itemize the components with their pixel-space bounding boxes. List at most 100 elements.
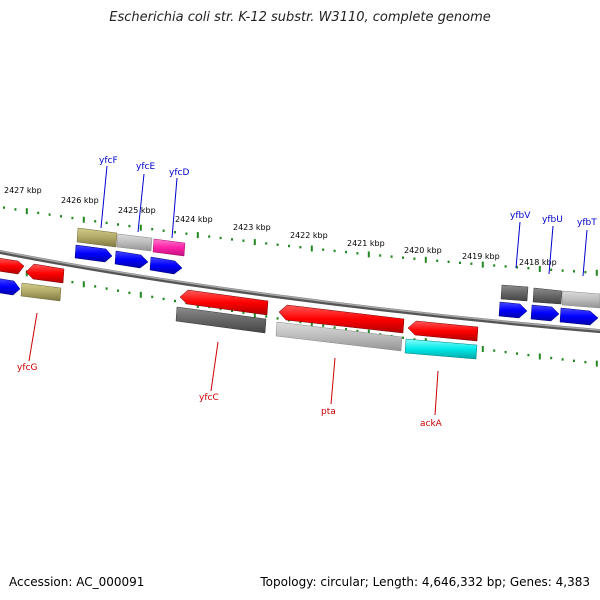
gene-feature-light-gray[interactable] (116, 233, 153, 252)
ruler-label: 2427 kbp (4, 186, 42, 195)
ruler-minor-tick (504, 350, 507, 354)
gene-label-ackA[interactable]: ackA (420, 419, 443, 429)
gene-label-yfcE[interactable]: yfcE (136, 162, 155, 172)
ruler-minor-tick (333, 249, 336, 253)
gene-feature-light-gray[interactable] (275, 321, 403, 352)
gene-feature-dark-gray[interactable] (532, 287, 563, 305)
gene-label-yfcG[interactable]: yfcG (17, 363, 37, 373)
ruler-major-tick (310, 245, 313, 252)
gene-label-yfbU[interactable]: yfbU (542, 215, 563, 225)
ruler-minor-tick (288, 244, 290, 248)
ruler-minor-tick (94, 285, 97, 288)
ruler-minor-tick (322, 324, 325, 327)
genome-summary-text: Topology: circular; Length: 4,646,332 bp… (260, 575, 590, 589)
ruler-minor-tick (276, 317, 279, 320)
ruler-minor-tick (48, 213, 51, 216)
ruler-major-tick (481, 261, 484, 268)
gene-arrow-reverse[interactable] (179, 289, 269, 316)
ruler-minor-tick (94, 220, 97, 223)
ruler-minor-tick (299, 246, 302, 249)
ruler-minor-tick (208, 235, 211, 238)
ruler-minor-tick (185, 232, 188, 235)
gene-arrow-forward[interactable] (149, 256, 183, 275)
gene-label-yfcC[interactable]: yfcC (199, 393, 219, 403)
gene-label-yfcF[interactable]: yfcF (99, 156, 118, 166)
gene-arrow-forward[interactable] (559, 307, 599, 326)
ruler-label: 2423 kbp (233, 223, 271, 232)
gene-feature-dark-gray[interactable] (500, 284, 529, 302)
gene-arrow-reverse[interactable] (278, 304, 405, 334)
ruler-minor-tick (345, 250, 347, 254)
ruler-major-tick (139, 224, 142, 231)
ruler-minor-tick (561, 269, 564, 272)
gene-arrow-forward[interactable] (0, 278, 21, 296)
ruler-minor-tick (71, 280, 74, 284)
accession-text: Accession: AC_000091 (9, 575, 145, 589)
ruler-minor-tick (231, 238, 233, 241)
ruler-label: 2426 kbp (61, 196, 99, 205)
gene-label-yfcD[interactable]: yfcD (169, 168, 189, 178)
gene-arrow-forward[interactable] (530, 304, 560, 322)
ruler-major-tick (25, 270, 28, 277)
ruler-minor-tick (573, 359, 575, 362)
gene-feature-magenta[interactable] (152, 238, 186, 257)
ruler-minor-tick (402, 256, 404, 259)
ruler-minor-tick (322, 248, 325, 251)
ruler-major-tick (139, 291, 142, 298)
ruler-minor-tick (219, 307, 222, 311)
ruler-minor-tick (105, 287, 108, 290)
ruler-label: 2418 kbp (519, 258, 557, 267)
ruler-minor-tick (151, 295, 154, 299)
gene-feature-olive[interactable] (76, 227, 118, 248)
gene-feature-light-gray[interactable] (561, 290, 600, 309)
ruler-minor-tick (117, 223, 119, 226)
ruler-minor-tick (527, 353, 530, 357)
ruler-minor-tick (265, 315, 268, 318)
ruler-minor-tick (516, 352, 518, 355)
ruler-major-tick (538, 266, 541, 272)
ruler-major-tick (367, 251, 370, 258)
ruler-minor-tick (390, 255, 393, 258)
gene-label-pta[interactable]: pta (321, 407, 336, 417)
ruler-minor-tick (242, 239, 245, 242)
gene-arrow-forward[interactable] (74, 244, 113, 263)
ruler-major-tick (253, 311, 256, 318)
gene-arrow-forward[interactable] (114, 250, 149, 269)
ruler-major-tick (82, 216, 85, 223)
ruler-outer-track (3, 206, 598, 276)
ruler-label: 2422 kbp (290, 231, 328, 240)
ruler-major-tick (424, 256, 427, 263)
gene-arrow-reverse[interactable] (25, 263, 65, 284)
ruler-minor-tick (71, 216, 74, 220)
gene-feature-olive[interactable] (20, 282, 62, 302)
ruler-minor-tick (356, 252, 359, 255)
ruler-major-tick (367, 329, 370, 336)
gene-label-yfbT[interactable]: yfbT (577, 218, 597, 228)
ruler-minor-tick (584, 270, 587, 274)
ruler-minor-tick (550, 268, 553, 271)
gene-label-yfbV[interactable]: yfbV (510, 211, 531, 221)
ruler-minor-tick (276, 243, 279, 246)
ruler-minor-tick (105, 221, 108, 225)
gene-arrow-reverse[interactable] (407, 320, 479, 342)
ruler-major-tick (595, 360, 598, 367)
ruler-major-tick (253, 239, 256, 246)
ruler-minor-tick (60, 215, 62, 218)
gene-feature-dark-gray[interactable] (175, 306, 267, 334)
ruler-minor-tick (174, 299, 176, 303)
ruler-minor-tick (117, 289, 119, 292)
gene-arrow-forward[interactable] (498, 301, 528, 319)
ruler-minor-tick (447, 260, 450, 263)
ruler-major-tick (196, 232, 199, 239)
ruler-minor-tick (3, 206, 5, 209)
ruler-major-tick (82, 281, 85, 288)
ruler-minor-tick (459, 261, 461, 264)
ruler-minor-tick (470, 262, 473, 265)
ruler-minor-tick (516, 266, 518, 269)
ruler-minor-tick (493, 349, 496, 352)
ruler-minor-tick (550, 356, 553, 360)
gene-arrow-reverse[interactable] (0, 258, 25, 275)
ruler-minor-tick (527, 267, 530, 270)
gene-feature-cyan[interactable] (404, 338, 478, 360)
